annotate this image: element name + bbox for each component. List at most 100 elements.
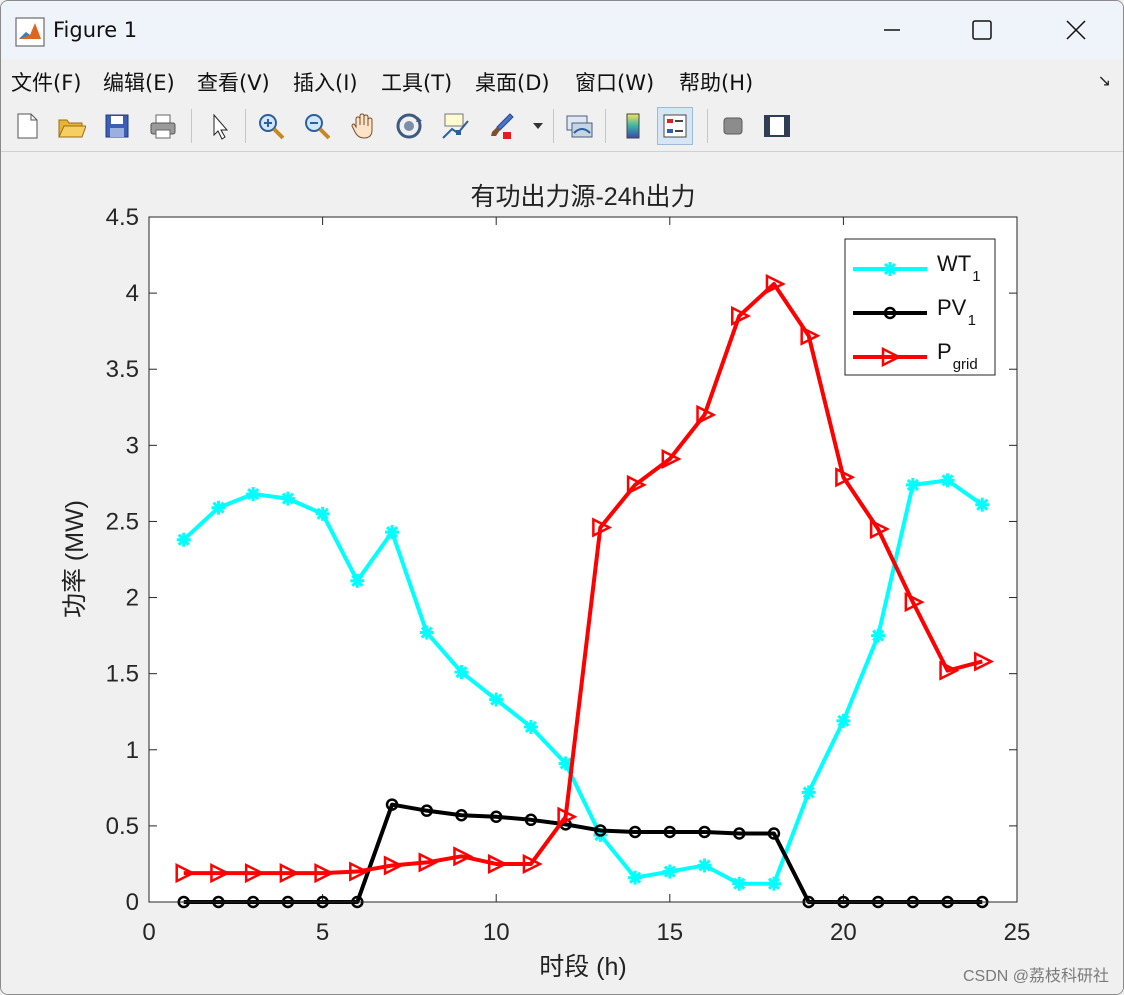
data-point xyxy=(244,863,265,884)
menu-edit[interactable]: 编辑(E) xyxy=(103,71,175,95)
data-point xyxy=(489,810,503,824)
pointer-icon xyxy=(213,113,229,140)
menu-view[interactable]: 查看(V) xyxy=(197,71,270,95)
minimize-button[interactable] xyxy=(847,1,937,59)
new-figure-icon xyxy=(17,113,38,139)
zoom-out-button[interactable] xyxy=(299,107,335,145)
data-point xyxy=(800,325,821,346)
legend-item: PV1 xyxy=(853,295,976,329)
y-tick-label: 2 xyxy=(126,585,139,612)
data-point xyxy=(904,592,925,613)
link-plot-button[interactable] xyxy=(561,107,597,145)
save-icon xyxy=(105,114,129,138)
x-tick-label: 10 xyxy=(483,919,510,946)
data-point xyxy=(176,532,191,547)
legend-subscript: 1 xyxy=(968,312,976,329)
data-point xyxy=(592,517,613,538)
show-plot-tools-button[interactable] xyxy=(759,107,795,145)
data-point xyxy=(628,870,643,885)
data-point xyxy=(871,628,886,643)
data-point xyxy=(732,827,746,840)
data-cursor-button[interactable] xyxy=(437,107,473,145)
new-figure-button[interactable] xyxy=(9,107,45,145)
chart: 0 5 10 15 20 25 0 0.5 1 1.5 2 2.5 3 3.5 4 4.5 有功出力源-24h… xyxy=(61,183,1109,985)
legend-subscript: 1 xyxy=(972,268,980,285)
toolbar xyxy=(1,101,1123,152)
menu-file[interactable]: 文件(F) xyxy=(11,71,82,95)
open-file-button[interactable] xyxy=(53,107,89,145)
data-point xyxy=(175,863,196,884)
x-tick-label: 15 xyxy=(656,919,683,946)
chevron-down-icon xyxy=(533,123,543,129)
menu-bar: 文件(F) 编辑(E) 查看(V) 插入(I) 工具(T) 桌面(D) 窗口(W… xyxy=(1,61,1123,99)
data-point xyxy=(766,876,781,891)
pan-button[interactable] xyxy=(345,107,381,145)
save-button[interactable] xyxy=(99,107,135,145)
close-button[interactable] xyxy=(1031,1,1121,59)
data-point xyxy=(939,660,960,681)
title-bar: Figure 1 xyxy=(1,1,1123,59)
legend-label: PV xyxy=(937,295,967,320)
menu-tools[interactable]: 工具(T) xyxy=(381,71,453,95)
legend-marker xyxy=(881,346,902,368)
edit-plot-button[interactable] xyxy=(201,107,237,145)
legend-item: WT1 xyxy=(853,251,981,285)
x-tick-label: 0 xyxy=(142,919,155,946)
zoom-in-icon xyxy=(259,114,285,140)
data-point xyxy=(454,665,469,680)
legend-icon xyxy=(663,114,687,138)
data-point xyxy=(385,798,399,811)
insert-colorbar-button[interactable] xyxy=(615,107,651,145)
plot-frame xyxy=(148,216,1018,903)
data-point xyxy=(594,824,607,837)
data-point xyxy=(385,525,400,540)
x-tick-label: 20 xyxy=(830,919,857,946)
toolbar-separator xyxy=(553,109,554,143)
watermark: CSDN @荔枝科研社 xyxy=(963,967,1109,985)
data-point xyxy=(697,858,712,873)
print-button[interactable] xyxy=(145,107,181,145)
menu-window[interactable]: 窗口(W) xyxy=(575,71,655,95)
y-tick-label: 0.5 xyxy=(106,813,139,840)
data-point xyxy=(730,305,752,326)
zoom-out-icon xyxy=(305,114,331,140)
hide-plot-tools-button[interactable] xyxy=(715,107,751,145)
x-tick-label: 5 xyxy=(316,919,329,946)
show-plot-tools-icon xyxy=(764,115,790,137)
x-tick-label: 25 xyxy=(1004,919,1031,946)
data-point xyxy=(836,713,851,728)
y-tick-label: 4.5 xyxy=(106,204,139,231)
data-point xyxy=(663,825,677,839)
y-tick-label: 4 xyxy=(126,280,139,307)
maximize-button[interactable] xyxy=(937,1,1027,59)
menu-desktop[interactable]: 桌面(D) xyxy=(475,71,550,95)
data-point xyxy=(974,651,995,672)
data-point xyxy=(455,808,468,822)
zoom-in-button[interactable] xyxy=(253,107,289,145)
data-point xyxy=(522,853,543,874)
minimize-icon xyxy=(884,29,900,31)
maximize-icon xyxy=(972,20,992,40)
data-point xyxy=(869,519,890,540)
data-point xyxy=(350,573,365,588)
data-point xyxy=(280,491,295,506)
data-point xyxy=(210,863,231,884)
open-file-icon xyxy=(58,119,86,138)
brush-button[interactable] xyxy=(483,107,519,145)
rotate-3d-icon xyxy=(396,113,422,139)
y-tick-label: 3 xyxy=(126,432,139,459)
y-tick-label: 3.5 xyxy=(106,356,139,383)
data-point xyxy=(383,855,404,876)
toolbar-separator xyxy=(245,109,246,143)
menu-help[interactable]: 帮助(H) xyxy=(679,71,754,95)
y-tick-label: 0 xyxy=(126,889,139,916)
insert-legend-button[interactable] xyxy=(657,107,693,145)
brush-dropdown[interactable] xyxy=(529,107,547,145)
data-point xyxy=(835,467,856,488)
y-tick-label: 2.5 xyxy=(106,508,139,535)
dock-arrow-icon[interactable]: ↘ xyxy=(1097,71,1111,90)
data-point xyxy=(314,863,335,884)
menu-insert[interactable]: 插入(I) xyxy=(293,71,358,95)
rotate-3d-button[interactable] xyxy=(391,107,427,145)
